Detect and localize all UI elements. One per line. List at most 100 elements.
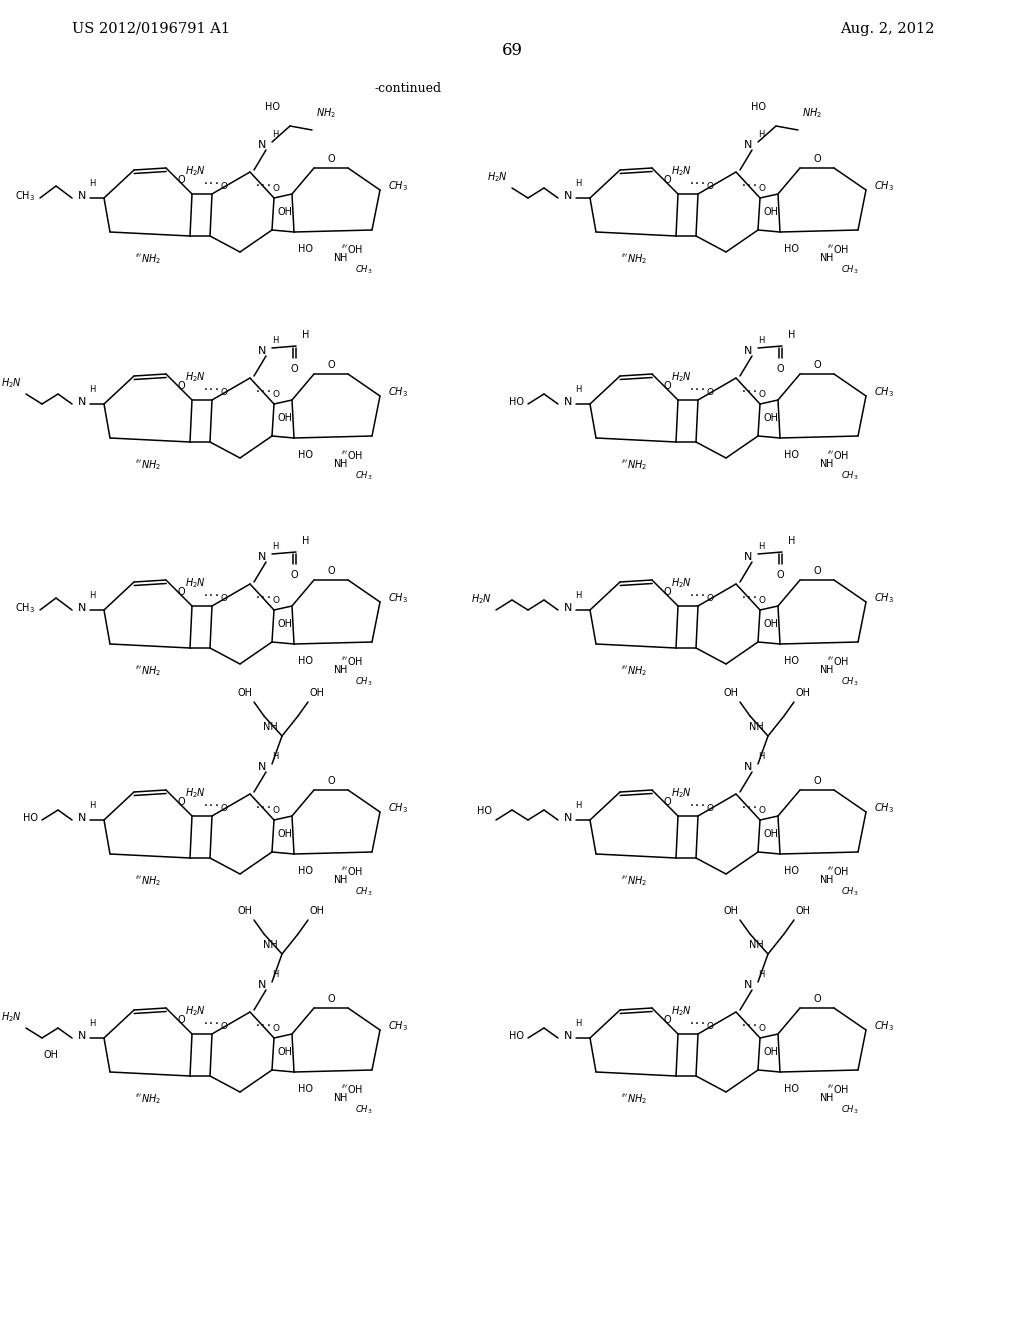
Text: $CH_3$: $CH_3$ — [874, 1019, 894, 1032]
Text: $NH_2$: $NH_2$ — [802, 106, 822, 120]
Text: $\underset{}{}$NH: $\underset{}{}$NH — [819, 458, 835, 469]
Text: $CH_3$: $CH_3$ — [841, 264, 858, 276]
Text: N: N — [78, 191, 86, 201]
Text: HO: HO — [784, 1084, 799, 1094]
Text: O: O — [328, 360, 335, 370]
Text: $^{\prime\prime\prime}NH_2$: $^{\prime\prime\prime}NH_2$ — [621, 664, 647, 677]
Text: $CH_3$: $CH_3$ — [874, 591, 894, 605]
Text: HO: HO — [784, 656, 799, 667]
Text: NH: NH — [750, 722, 764, 733]
Text: $\underset{}{}$NH: $\underset{}{}$NH — [334, 664, 348, 675]
Text: $CH_3$: $CH_3$ — [841, 470, 858, 483]
Text: $^{\bullet\bullet\bullet}$O: $^{\bullet\bullet\bullet}$O — [255, 388, 281, 399]
Text: $^{\bullet\bullet\bullet}$O: $^{\bullet\bullet\bullet}$O — [741, 1022, 767, 1034]
Text: O: O — [290, 570, 298, 579]
Text: 69: 69 — [502, 42, 522, 59]
Text: $CH_3$: $CH_3$ — [388, 385, 408, 399]
Text: OH: OH — [237, 906, 252, 916]
Text: N: N — [743, 979, 753, 990]
Text: HO: HO — [298, 866, 313, 876]
Text: $^{\bullet\bullet\bullet}$O: $^{\bullet\bullet\bullet}$O — [255, 804, 281, 814]
Text: $^{\prime\prime\prime}$OH: $^{\prime\prime\prime}$OH — [341, 1082, 364, 1096]
Text: H: H — [272, 543, 279, 550]
Text: HO: HO — [23, 813, 38, 822]
Text: O: O — [328, 566, 335, 576]
Text: $^{\bullet\bullet\bullet}$O: $^{\bullet\bullet\bullet}$O — [689, 591, 715, 603]
Text: H: H — [272, 752, 279, 762]
Text: OH: OH — [764, 1047, 779, 1057]
Text: H: H — [89, 801, 95, 810]
Text: N: N — [563, 1031, 572, 1041]
Text: OH: OH — [764, 413, 779, 422]
Text: NH: NH — [750, 940, 764, 950]
Text: O: O — [813, 566, 821, 576]
Text: $\underset{}{}$NH: $\underset{}{}$NH — [334, 1092, 348, 1102]
Text: $^{\prime\prime\prime}NH_2$: $^{\prime\prime\prime}NH_2$ — [621, 252, 647, 265]
Text: $^{\prime\prime\prime}$OH: $^{\prime\prime\prime}$OH — [827, 243, 849, 255]
Text: OH: OH — [310, 906, 325, 916]
Text: N: N — [743, 140, 753, 150]
Text: Aug. 2, 2012: Aug. 2, 2012 — [840, 22, 934, 36]
Text: $CH_3$: $CH_3$ — [874, 385, 894, 399]
Text: $^{\bullet\bullet\bullet}$O: $^{\bullet\bullet\bullet}$O — [741, 594, 767, 605]
Text: HO: HO — [509, 1031, 524, 1041]
Text: $^{\bullet\bullet\bullet}$O: $^{\bullet\bullet\bullet}$O — [255, 594, 281, 605]
Text: $^{\prime\prime\prime}NH_2$: $^{\prime\prime\prime}NH_2$ — [621, 874, 647, 888]
Text: O: O — [664, 587, 671, 597]
Text: H: H — [758, 752, 764, 762]
Text: HO: HO — [784, 244, 799, 253]
Text: O: O — [813, 776, 821, 785]
Text: $^{\bullet\bullet\bullet}$O: $^{\bullet\bullet\bullet}$O — [689, 1020, 715, 1031]
Text: OH: OH — [723, 688, 738, 698]
Text: $H_2N$: $H_2N$ — [671, 370, 692, 384]
Text: CH$_3$: CH$_3$ — [15, 189, 35, 203]
Text: H: H — [788, 536, 796, 546]
Text: OH: OH — [764, 207, 779, 216]
Text: H: H — [89, 385, 95, 393]
Text: N: N — [258, 140, 266, 150]
Text: $^{\prime\prime\prime}NH_2$: $^{\prime\prime\prime}NH_2$ — [135, 458, 161, 471]
Text: $H_2N$: $H_2N$ — [185, 787, 206, 800]
Text: HO: HO — [784, 866, 799, 876]
Text: $H_2N$: $H_2N$ — [1, 1010, 22, 1024]
Text: N: N — [78, 603, 86, 612]
Text: $CH_3$: $CH_3$ — [388, 1019, 408, 1032]
Text: H: H — [272, 970, 279, 979]
Text: H: H — [574, 180, 582, 187]
Text: $^{\prime\prime\prime}NH_2$: $^{\prime\prime\prime}NH_2$ — [621, 1092, 647, 1106]
Text: $CH_3$: $CH_3$ — [874, 180, 894, 193]
Text: $^{\prime\prime\prime}NH_2$: $^{\prime\prime\prime}NH_2$ — [135, 1092, 161, 1106]
Text: H: H — [788, 330, 796, 341]
Text: OH: OH — [278, 413, 293, 422]
Text: $H_2N$: $H_2N$ — [671, 787, 692, 800]
Text: $\underset{}{}$NH: $\underset{}{}$NH — [819, 1092, 835, 1102]
Text: $\underset{}{}$NH: $\underset{}{}$NH — [334, 458, 348, 469]
Text: HO: HO — [298, 244, 313, 253]
Text: N: N — [563, 397, 572, 407]
Text: $H_2N$: $H_2N$ — [185, 577, 206, 590]
Text: $CH_3$: $CH_3$ — [388, 591, 408, 605]
Text: O: O — [177, 176, 184, 185]
Text: $^{\bullet\bullet\bullet}$O: $^{\bullet\bullet\bullet}$O — [203, 1020, 228, 1031]
Text: $^{\prime\prime\prime}$OH: $^{\prime\prime\prime}$OH — [827, 655, 849, 667]
Text: $\underset{}{}$NH: $\underset{}{}$NH — [819, 874, 835, 884]
Text: HO: HO — [477, 807, 492, 816]
Text: OH: OH — [278, 619, 293, 630]
Text: US 2012/0196791 A1: US 2012/0196791 A1 — [72, 22, 230, 36]
Text: HO: HO — [265, 102, 280, 112]
Text: $^{\bullet\bullet\bullet}$O: $^{\bullet\bullet\bullet}$O — [689, 803, 715, 813]
Text: OH: OH — [796, 688, 811, 698]
Text: N: N — [563, 813, 572, 822]
Text: $H_2N$: $H_2N$ — [185, 1005, 206, 1018]
Text: $CH_3$: $CH_3$ — [355, 886, 373, 899]
Text: H: H — [758, 337, 764, 345]
Text: N: N — [258, 552, 266, 562]
Text: $H_2N$: $H_2N$ — [671, 1005, 692, 1018]
Text: O: O — [813, 154, 821, 164]
Text: OH: OH — [278, 1047, 293, 1057]
Text: $H_2N$: $H_2N$ — [185, 164, 206, 178]
Text: OH: OH — [278, 207, 293, 216]
Text: $CH_3$: $CH_3$ — [388, 180, 408, 193]
Text: -continued: -continued — [375, 82, 441, 95]
Text: N: N — [743, 762, 753, 772]
